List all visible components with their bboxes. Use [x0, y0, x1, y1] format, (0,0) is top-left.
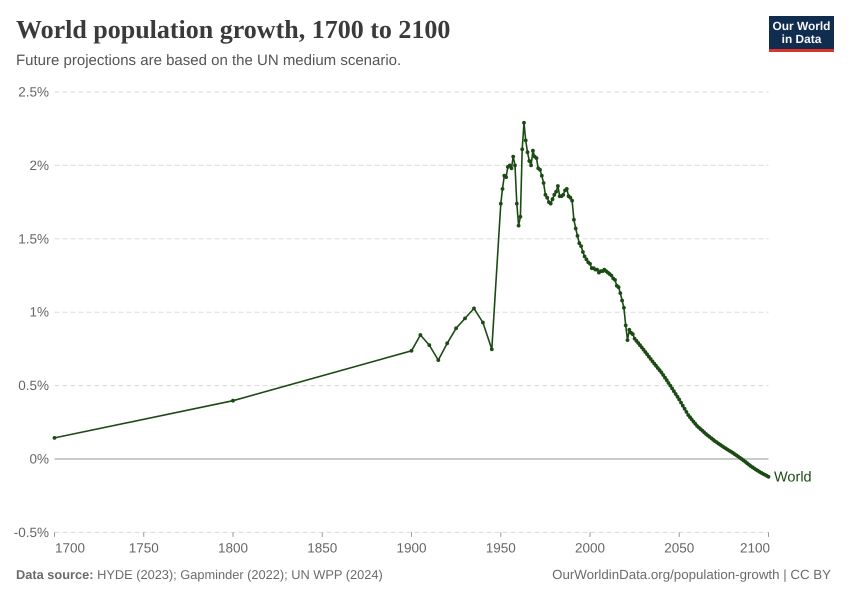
svg-text:2100: 2100	[740, 541, 770, 556]
svg-text:2050: 2050	[664, 541, 694, 556]
svg-text:1700: 1700	[55, 541, 85, 556]
svg-text:1.5%: 1.5%	[18, 231, 49, 246]
svg-text:0.5%: 0.5%	[18, 378, 49, 393]
svg-text:1850: 1850	[307, 541, 337, 556]
svg-text:2.5%: 2.5%	[18, 85, 49, 100]
svg-text:0%: 0%	[29, 452, 49, 467]
svg-text:1%: 1%	[29, 305, 49, 320]
svg-text:2%: 2%	[29, 158, 49, 173]
svg-text:1950: 1950	[486, 541, 516, 556]
svg-text:1900: 1900	[396, 541, 426, 556]
svg-text:1800: 1800	[218, 541, 248, 556]
svg-text:-0.5%: -0.5%	[14, 525, 49, 540]
svg-text:1750: 1750	[129, 541, 159, 556]
svg-text:World: World	[774, 470, 812, 486]
svg-text:2000: 2000	[575, 541, 605, 556]
